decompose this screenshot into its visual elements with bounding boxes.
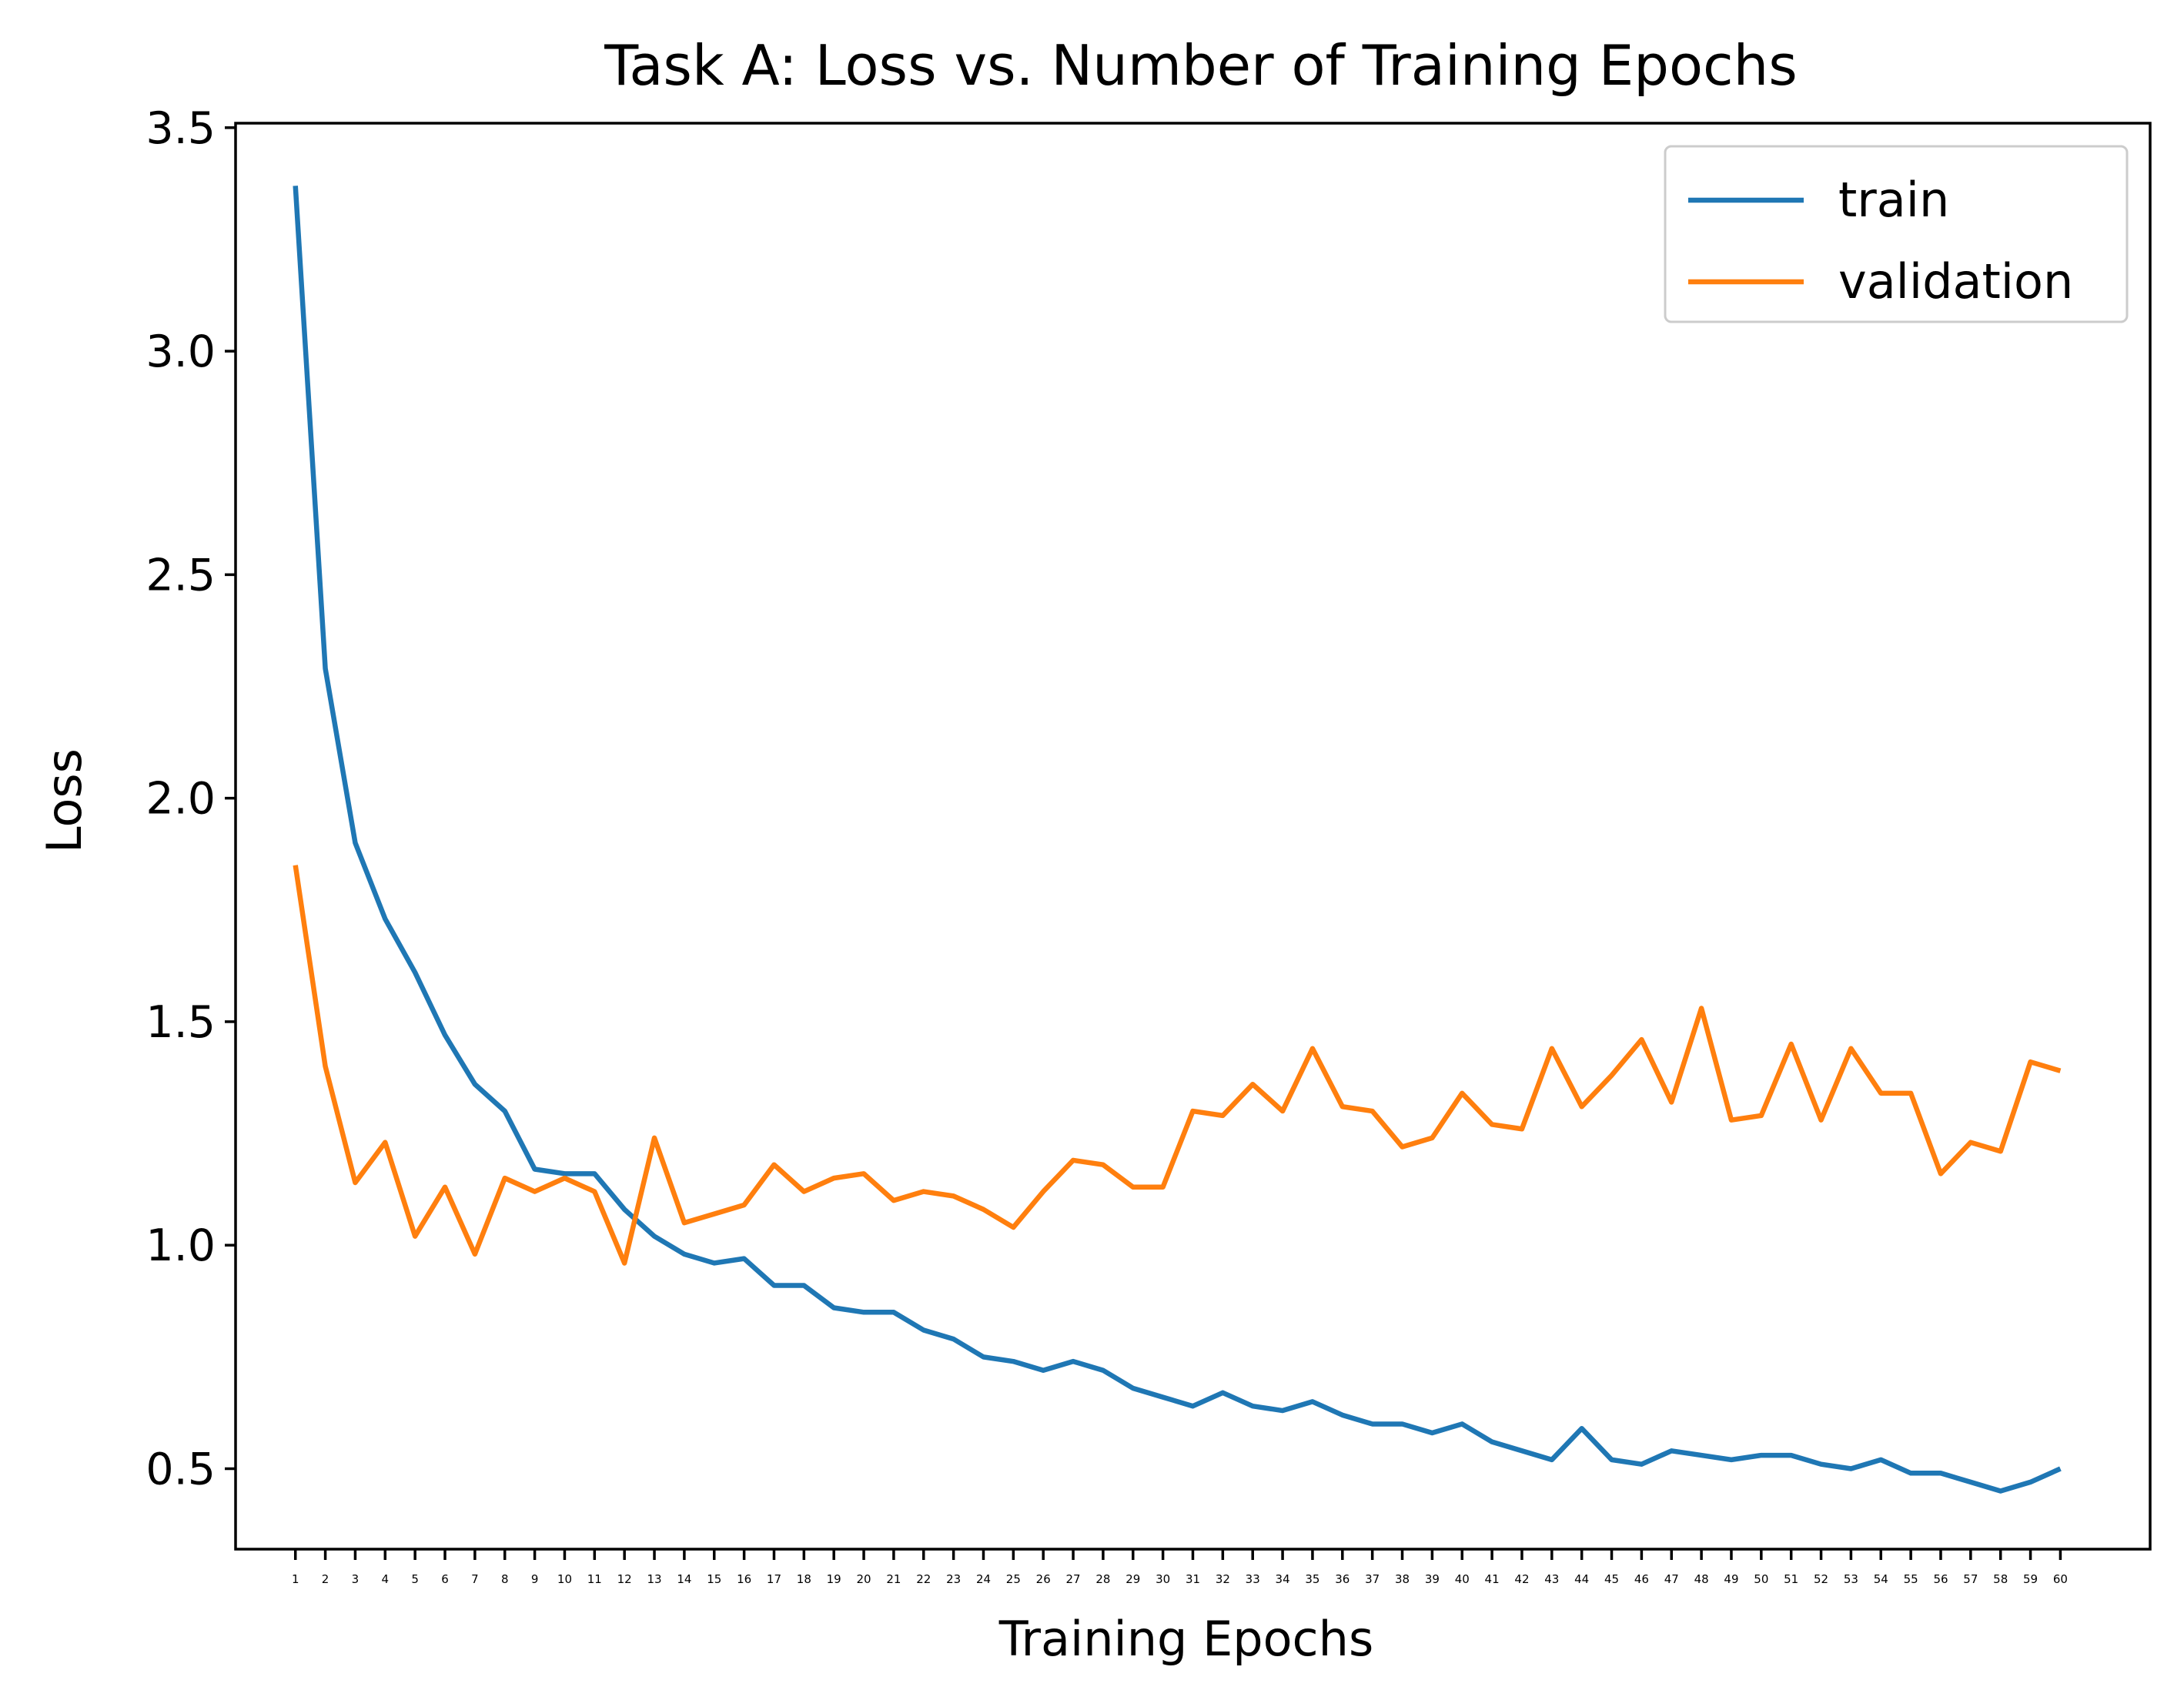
x-tick-label: 25	[1006, 1572, 1021, 1586]
x-tick-label: 35	[1305, 1572, 1319, 1586]
x-tick-label: 13	[647, 1572, 661, 1586]
x-tick-label: 39	[1425, 1572, 1440, 1586]
x-tick-label: 4	[382, 1572, 390, 1586]
x-tick-label: 54	[1874, 1572, 1888, 1586]
series-line-validation	[293, 865, 2062, 1266]
x-tick-label: 29	[1125, 1572, 1140, 1586]
x-tick-label: 52	[1814, 1572, 1828, 1586]
y-tick-label: 1.0	[145, 1220, 216, 1271]
y-tick-label: 1.5	[145, 997, 216, 1048]
x-tick-label: 56	[1933, 1572, 1948, 1586]
x-tick-label: 28	[1095, 1572, 1110, 1586]
x-tick-label: 22	[916, 1572, 931, 1586]
x-tick-label: 59	[2023, 1572, 2038, 1586]
legend-box	[1664, 145, 2129, 323]
x-tick-label: 7	[471, 1572, 479, 1586]
x-tick-label: 6	[441, 1572, 449, 1586]
x-tick-label: 46	[1634, 1572, 1649, 1586]
x-tick-label: 24	[976, 1572, 991, 1586]
y-tick-label: 3.0	[145, 326, 216, 377]
x-tick-label: 12	[617, 1572, 632, 1586]
x-tick-label: 37	[1365, 1572, 1380, 1586]
x-tick-label: 8	[501, 1572, 509, 1586]
x-tick-label: 2	[322, 1572, 329, 1586]
x-tick-label: 44	[1574, 1572, 1589, 1586]
series-line-train	[293, 186, 2062, 1494]
x-tick-label: 60	[2053, 1572, 2068, 1586]
legend: train validation	[1664, 145, 2129, 323]
x-tick-label: 23	[946, 1572, 961, 1586]
plot-area-frame	[234, 122, 2152, 1551]
x-tick-label: 18	[797, 1572, 811, 1586]
x-axis-label: Training Epochs	[998, 1611, 1374, 1667]
series-lines	[293, 186, 2062, 1494]
x-tick-label: 45	[1604, 1572, 1619, 1586]
x-tick-label: 15	[707, 1572, 721, 1586]
x-tick-label: 55	[1904, 1572, 1918, 1586]
x-tick-label: 53	[1844, 1572, 1858, 1586]
x-tick-label: 41	[1485, 1572, 1500, 1586]
x-tick-label: 49	[1724, 1572, 1738, 1586]
x-tick-label: 14	[677, 1572, 691, 1586]
x-tick-label: 1	[292, 1572, 299, 1586]
x-tick-label: 34	[1276, 1572, 1290, 1586]
legend-label-validation: validation	[1838, 253, 2073, 310]
y-tick-label: 3.5	[145, 103, 216, 154]
chart-title: Task A: Loss vs. Number of Training Epoc…	[604, 33, 1797, 98]
x-tick-label: 36	[1335, 1572, 1350, 1586]
x-tick-label: 50	[1754, 1572, 1768, 1586]
x-tick-label: 58	[1993, 1572, 2008, 1586]
x-tick-label: 40	[1455, 1572, 1470, 1586]
x-tick-label: 42	[1514, 1572, 1529, 1586]
x-tick-label: 5	[411, 1572, 419, 1586]
x-tick-label: 3	[352, 1572, 360, 1586]
x-tick-label: 51	[1784, 1572, 1798, 1586]
x-tick-label: 9	[531, 1572, 539, 1586]
x-tick-label: 27	[1066, 1572, 1081, 1586]
x-tick-label: 33	[1246, 1572, 1260, 1586]
x-tick-label: 21	[886, 1572, 901, 1586]
y-tick-label: 2.0	[145, 774, 216, 825]
x-tick-label: 57	[1963, 1572, 1978, 1586]
x-tick-label: 16	[737, 1572, 751, 1586]
x-tick-label: 30	[1156, 1572, 1170, 1586]
axis-ticks: 0.51.01.52.02.53.03.51 2 3 4 5 6 7 8 9 10 11 12 13 14…	[145, 103, 2068, 1586]
legend-label-train: train	[1838, 172, 1949, 228]
y-tick-label: 0.5	[145, 1444, 216, 1494]
x-tick-label: 48	[1694, 1572, 1709, 1586]
y-tick-label: 2.5	[145, 550, 216, 601]
x-tick-label: 26	[1036, 1572, 1051, 1586]
x-tick-label: 32	[1216, 1572, 1230, 1586]
x-tick-label: 43	[1544, 1572, 1559, 1586]
x-tick-label: 47	[1664, 1572, 1679, 1586]
x-tick-label: 10	[557, 1572, 572, 1586]
x-tick-label: 17	[767, 1572, 781, 1586]
x-tick-label: 31	[1186, 1572, 1200, 1586]
y-axis-label: Loss	[36, 748, 92, 853]
x-tick-label: 11	[587, 1572, 602, 1586]
x-tick-label: 19	[827, 1572, 841, 1586]
x-tick-label: 20	[857, 1572, 871, 1586]
x-tick-label: 38	[1395, 1572, 1410, 1586]
